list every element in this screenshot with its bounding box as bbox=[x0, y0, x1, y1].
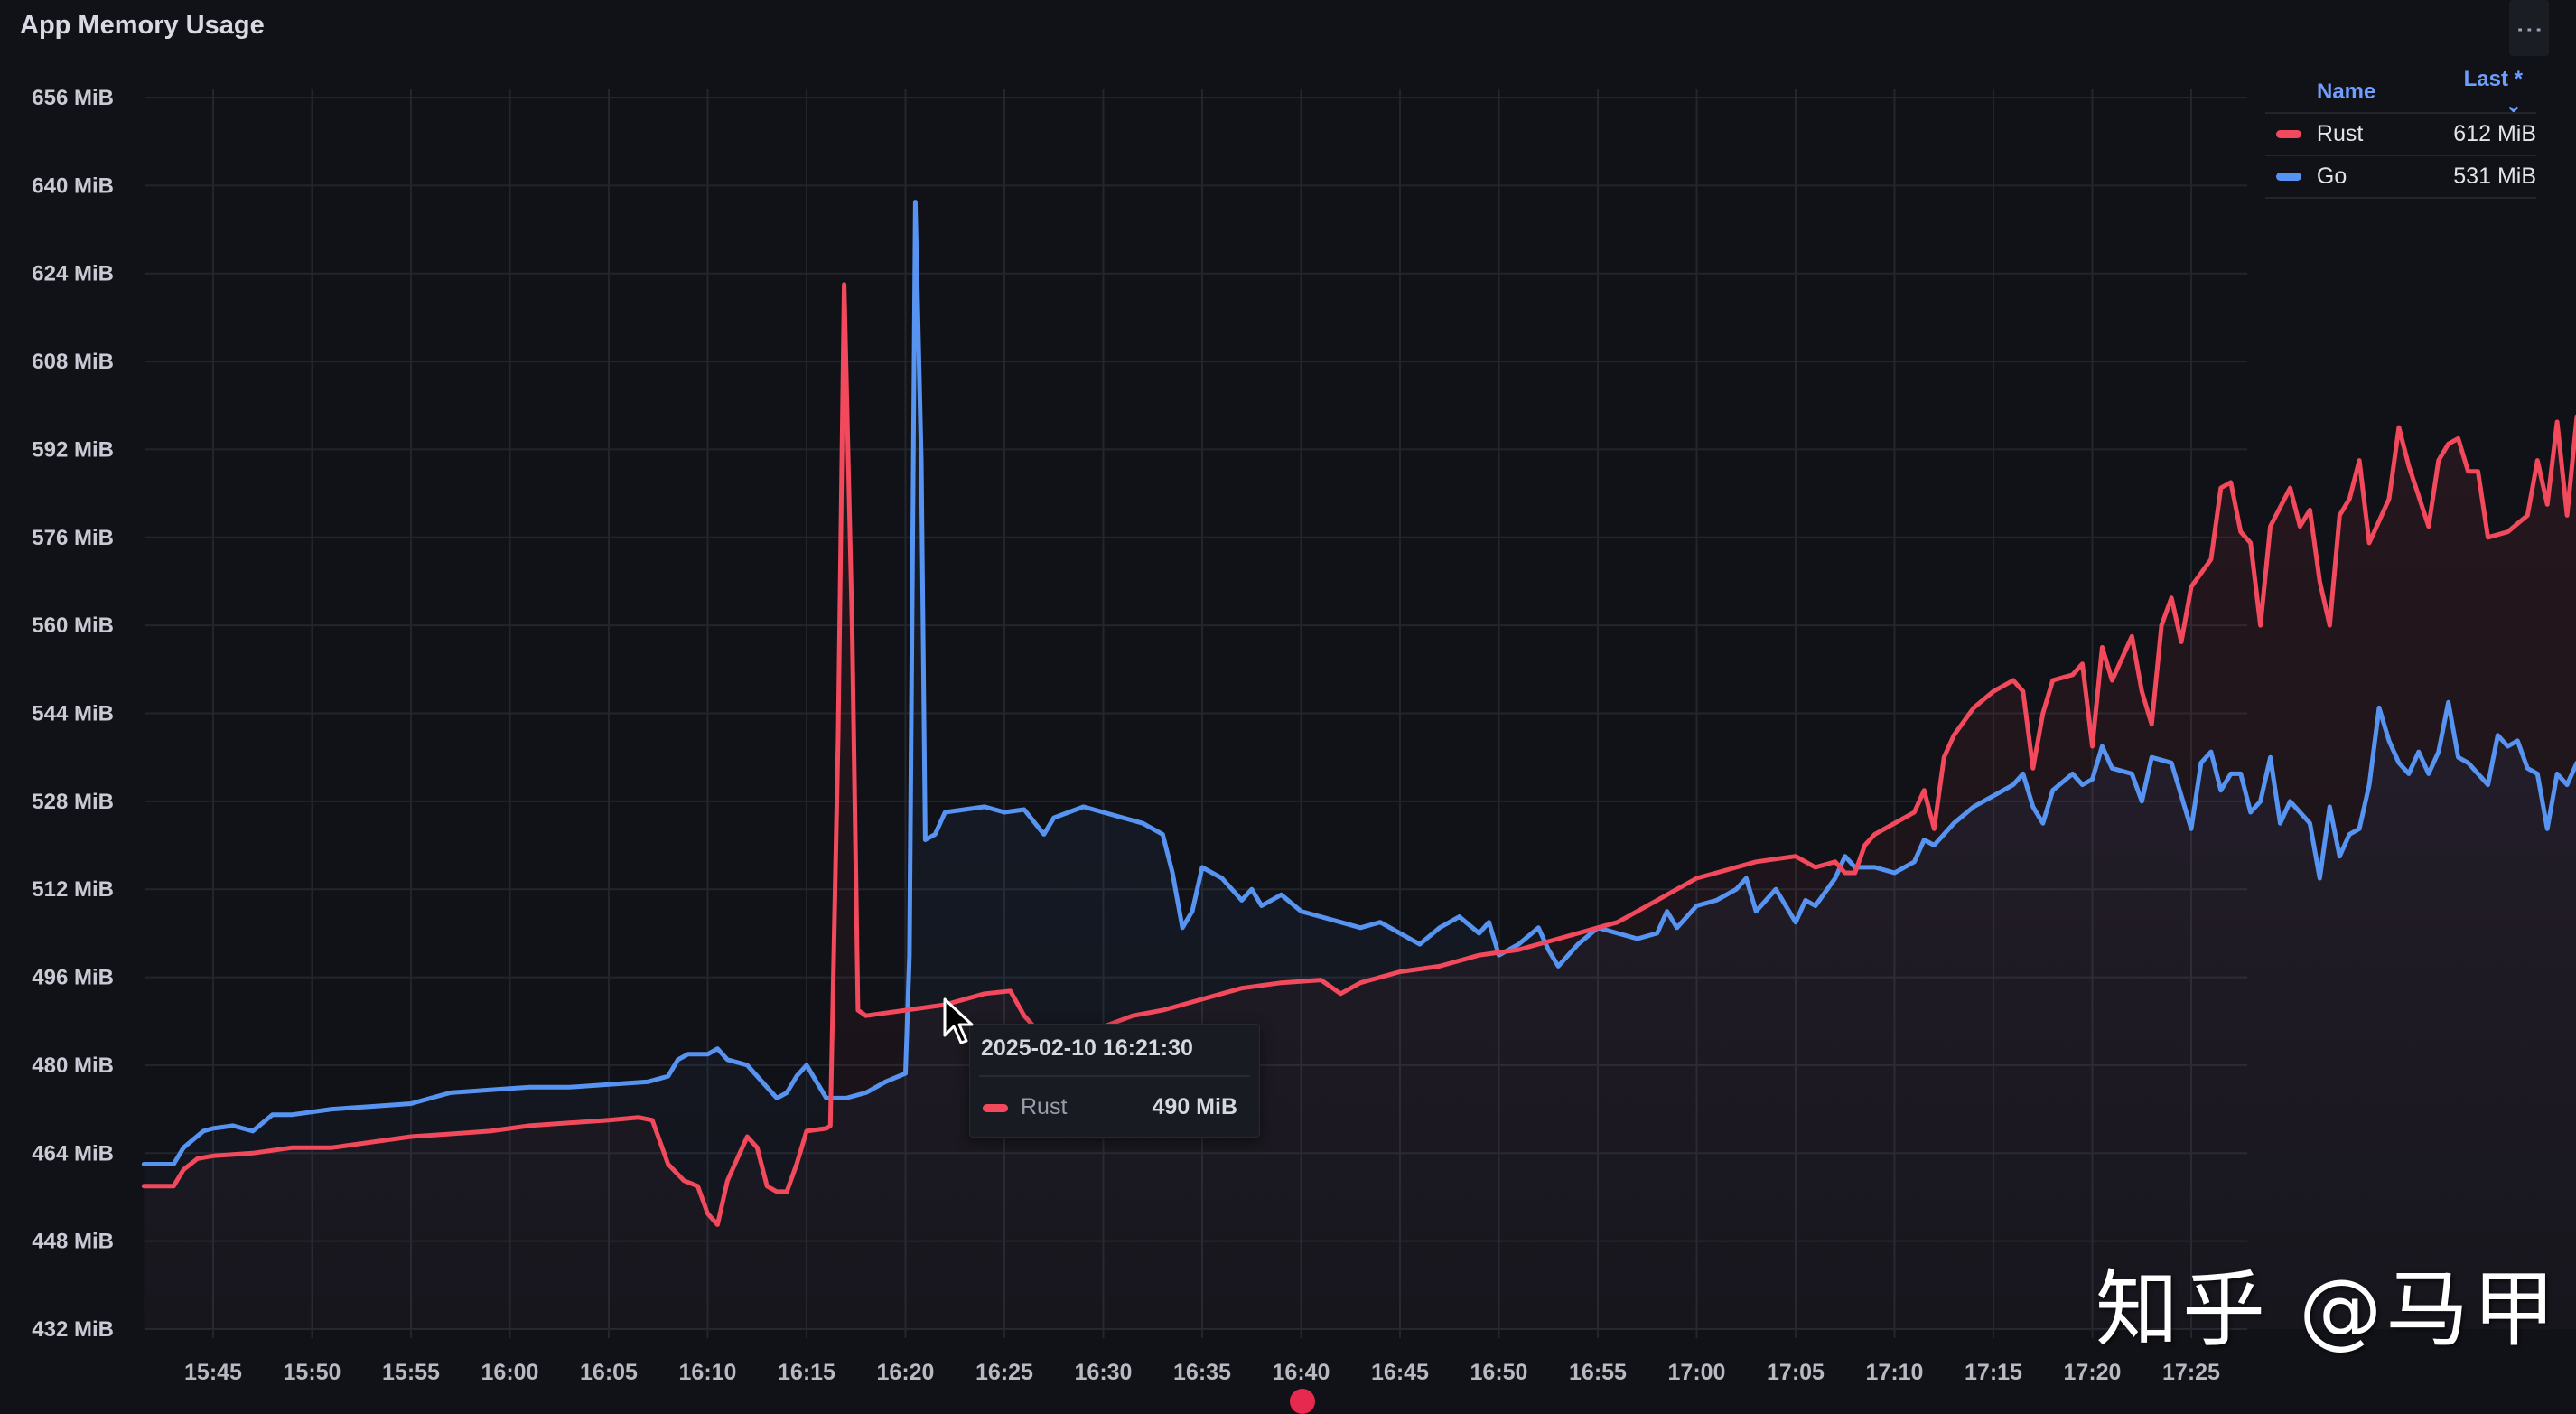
x-axis-tick-label: 17:10 bbox=[1866, 1360, 1924, 1385]
x-axis-tick-label: 16:40 bbox=[1273, 1360, 1330, 1385]
watermark-text: 知乎 @马甲 bbox=[2095, 1261, 2560, 1358]
legend-header: Name Last * ⌄ bbox=[2265, 67, 2536, 117]
legend-item-name: Go bbox=[2316, 164, 2347, 189]
x-axis-tick-label: 16:35 bbox=[1173, 1360, 1231, 1385]
x-axis-tick-label: 16:10 bbox=[679, 1360, 737, 1385]
y-axis-tick-label: 576 MiB bbox=[32, 526, 114, 550]
x-axis-tick-label: 15:55 bbox=[382, 1360, 440, 1385]
annotation-marker[interactable] bbox=[1290, 1389, 1315, 1414]
y-axis-tick-label: 464 MiB bbox=[32, 1141, 114, 1166]
y-axis-tick-label: 448 MiB bbox=[32, 1230, 114, 1254]
go-color-swatch-icon bbox=[2276, 173, 2301, 181]
series-line-go[interactable] bbox=[141, 200, 2576, 1166]
tooltip-divider bbox=[979, 1075, 1250, 1077]
y-axis-tick-label: 432 MiB bbox=[32, 1317, 114, 1342]
y-axis-tick-label: 544 MiB bbox=[32, 702, 114, 726]
x-axis-tick-label: 16:15 bbox=[778, 1360, 835, 1385]
tooltip-series-value: 490 MiB bbox=[1152, 1094, 1237, 1119]
x-axis-tick-label: 15:45 bbox=[184, 1360, 242, 1385]
x-axis-tick-label: 16:55 bbox=[1569, 1360, 1627, 1385]
y-axis-tick-label: 496 MiB bbox=[32, 966, 114, 990]
tooltip-series-name: Rust bbox=[1021, 1094, 1068, 1119]
y-axis-tick-label: 640 MiB bbox=[32, 173, 114, 198]
legend-item-name: Rust bbox=[2316, 121, 2364, 146]
y-axis-tick-label: 512 MiB bbox=[32, 877, 114, 902]
y-axis-tick-label: 528 MiB bbox=[32, 790, 114, 814]
y-axis-tick-label: 608 MiB bbox=[32, 350, 114, 374]
mouse-pointer-icon bbox=[943, 997, 974, 1044]
x-axis-tick-label: 16:25 bbox=[975, 1360, 1033, 1385]
tooltip-timestamp: 2025-02-10 16:21:30 bbox=[981, 1035, 1193, 1061]
legend-item-rust[interactable]: Rust 612 MiB bbox=[2265, 114, 2536, 156]
y-axis-tick-label: 592 MiB bbox=[32, 437, 114, 462]
legend-item-value: 612 MiB bbox=[2453, 121, 2536, 146]
more-vertical-icon: ⋮ bbox=[2515, 16, 2544, 40]
x-axis-tick-label: 16:50 bbox=[1470, 1360, 1528, 1385]
series-line-rust[interactable] bbox=[141, 282, 2576, 1227]
legend-item-go[interactable]: Go 531 MiB bbox=[2265, 156, 2536, 199]
x-axis-tick-label: 16:00 bbox=[481, 1360, 539, 1385]
y-axis-tick-label: 480 MiB bbox=[32, 1053, 114, 1078]
series-area-go bbox=[144, 201, 2576, 1329]
legend-item-value: 531 MiB bbox=[2453, 164, 2536, 189]
x-axis-tick-label: 17:00 bbox=[1668, 1360, 1726, 1385]
legend-header-name[interactable]: Name bbox=[2317, 80, 2376, 104]
hover-tooltip: 2025-02-10 16:21:30 Rust 490 MiB bbox=[969, 1024, 1260, 1138]
panel-menu-button[interactable]: ⋮ bbox=[2509, 0, 2549, 56]
legend-table: Name Last * ⌄ Rust 612 MiB Go 531 MiB bbox=[2265, 67, 2536, 199]
x-axis-tick-label: 17:05 bbox=[1767, 1360, 1825, 1385]
x-axis-tick-label: 16:20 bbox=[877, 1360, 935, 1385]
y-axis-tick-label: 656 MiB bbox=[32, 86, 114, 110]
tooltip-series-swatch-icon bbox=[983, 1104, 1008, 1112]
panel-title: App Memory Usage bbox=[20, 11, 265, 40]
x-axis-tick-label: 16:30 bbox=[1075, 1360, 1133, 1385]
x-axis-tick-label: 15:50 bbox=[284, 1360, 341, 1385]
rust-color-swatch-icon bbox=[2276, 130, 2301, 138]
x-axis-tick-label: 17:15 bbox=[1965, 1360, 2022, 1385]
legend-header-last-sort[interactable]: Last * ⌄ bbox=[2463, 66, 2523, 117]
x-axis-tick-label: 16:05 bbox=[580, 1360, 638, 1385]
x-axis-tick-label: 17:20 bbox=[2064, 1360, 2122, 1385]
y-axis-tick-label: 624 MiB bbox=[32, 262, 114, 286]
x-axis-tick-label: 16:45 bbox=[1371, 1360, 1429, 1385]
x-axis-tick-label: 17:25 bbox=[2162, 1360, 2220, 1385]
y-axis-tick-label: 560 MiB bbox=[32, 613, 114, 638]
